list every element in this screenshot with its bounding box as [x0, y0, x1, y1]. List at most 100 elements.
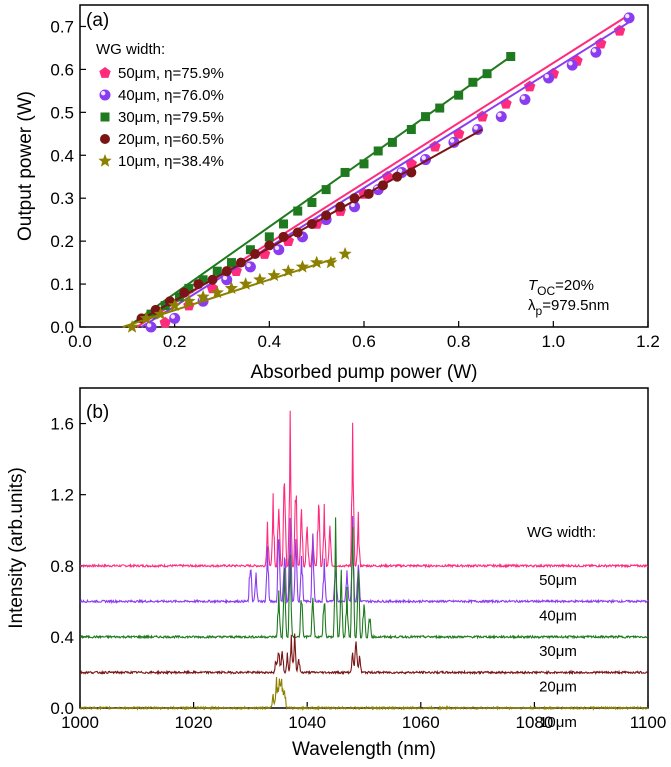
y-tick-label: 0.8	[50, 557, 74, 576]
data-point	[519, 93, 531, 105]
spectrum-line	[79, 676, 649, 711]
marker-highlight	[397, 168, 403, 173]
annotation-toc-value: =20%	[555, 277, 594, 294]
panel-a-ticks: 0.0 0.2 0.4 0.6 0.8 1.0 1.2 0.0 0.1 0.2 0.3 0.4 0.5 0…	[50, 17, 659, 351]
data-point	[307, 197, 317, 207]
data-point	[623, 12, 635, 24]
data-point	[566, 59, 578, 71]
spectrum-0: 50μm	[79, 410, 649, 589]
series-3	[126, 128, 483, 328]
data-point	[210, 285, 224, 299]
data-point	[224, 281, 239, 294]
data-point	[392, 171, 403, 182]
data-point	[159, 316, 171, 328]
data-point	[250, 249, 261, 260]
marker-highlight	[222, 275, 228, 281]
spectrum-label: 20μm	[539, 679, 577, 696]
x-tick-label: 1.0	[542, 332, 566, 351]
data-point	[340, 167, 350, 177]
data-point	[506, 52, 516, 62]
data-point	[198, 275, 208, 285]
data-point	[196, 289, 210, 303]
data-point	[184, 283, 194, 293]
data-point	[338, 247, 352, 260]
y-tick-label: 0.4	[50, 628, 74, 647]
data-point	[245, 245, 255, 255]
data-point	[221, 266, 232, 277]
y-tick-label: 0.0	[50, 699, 74, 718]
data-point	[292, 227, 303, 238]
legend-marker	[100, 112, 110, 122]
spectrum-line	[79, 633, 649, 676]
marker-highlight	[147, 323, 152, 328]
x-tick-label: 1080	[515, 713, 553, 732]
data-point	[613, 24, 626, 36]
data-point	[279, 219, 289, 229]
panel-a-label: (a)	[86, 10, 109, 31]
y-tick-label: 0.1	[50, 275, 74, 294]
marker-highlight	[568, 61, 573, 66]
data-point	[169, 312, 181, 324]
x-tick-label: 1060	[402, 713, 440, 732]
legend-title: WG width:	[96, 41, 165, 58]
y-tick-label: 0.7	[50, 17, 74, 36]
spectrum-line	[79, 515, 649, 605]
data-point	[267, 268, 281, 282]
data-point	[278, 231, 289, 242]
spectrum-line	[79, 410, 649, 569]
x-tick-label: 0.2	[163, 332, 187, 351]
data-point	[335, 201, 346, 212]
data-point	[193, 279, 204, 290]
spectrum-label: 30μm	[539, 643, 577, 660]
marker-highlight	[246, 262, 251, 268]
panel-a-plot	[122, 12, 635, 333]
svg-text:TOC=20%: TOC=20%	[528, 277, 594, 298]
legend-marker	[99, 89, 111, 101]
data-point	[590, 46, 602, 58]
spectrum-label: 50μm	[539, 572, 577, 589]
data-point	[310, 255, 324, 269]
data-point	[281, 264, 295, 277]
data-point	[293, 206, 303, 216]
legend-entry: 10μm, η=38.4%	[118, 153, 224, 170]
data-point	[306, 218, 317, 229]
data-point	[226, 258, 236, 268]
spectrum-line	[79, 517, 649, 640]
marker-highlight	[520, 95, 526, 100]
data-point	[435, 103, 445, 113]
data-point	[595, 37, 607, 49]
legend-entry: 40μm, η=76.0%	[118, 87, 224, 104]
annotation-toc: TOC=20% λp=979.5nm	[528, 277, 609, 318]
data-point	[264, 240, 275, 251]
legend-marker	[99, 67, 111, 78]
panel-a-ylabel: Output power (W)	[15, 91, 36, 241]
panel-b-label-header: WG width:	[527, 524, 596, 541]
data-point	[253, 272, 267, 286]
data-point	[239, 277, 253, 290]
annotation-toc-symbol: T	[528, 277, 539, 294]
data-point	[235, 257, 246, 268]
legend-entry: 30μm, η=79.5%	[118, 109, 224, 126]
legend-marker	[98, 154, 112, 167]
marker-highlight	[625, 13, 630, 19]
x-tick-label: 0.6	[352, 332, 376, 351]
panel-b-ylabel: Intensity (arb.units)	[6, 467, 27, 629]
y-tick-label: 0.5	[50, 103, 74, 122]
x-tick-label: 0.4	[258, 332, 282, 351]
panel-a-xlabel: Absorbed pump power (W)	[250, 362, 477, 383]
marker-highlight	[350, 202, 355, 208]
data-point	[153, 307, 168, 320]
data-point	[145, 321, 157, 333]
annotation-lambda-symbol: λ	[528, 297, 536, 314]
data-point	[373, 146, 383, 156]
panel-b-label: (b)	[86, 402, 109, 423]
marker-highlight	[421, 155, 426, 160]
marker-highlight	[591, 48, 597, 53]
annotation-lambda-sub: p	[536, 304, 543, 318]
marker-highlight	[473, 125, 478, 130]
series-4	[122, 247, 352, 333]
data-point	[377, 180, 388, 191]
y-tick-label: 0.6	[50, 60, 74, 79]
y-tick-label: 0.2	[50, 232, 74, 251]
